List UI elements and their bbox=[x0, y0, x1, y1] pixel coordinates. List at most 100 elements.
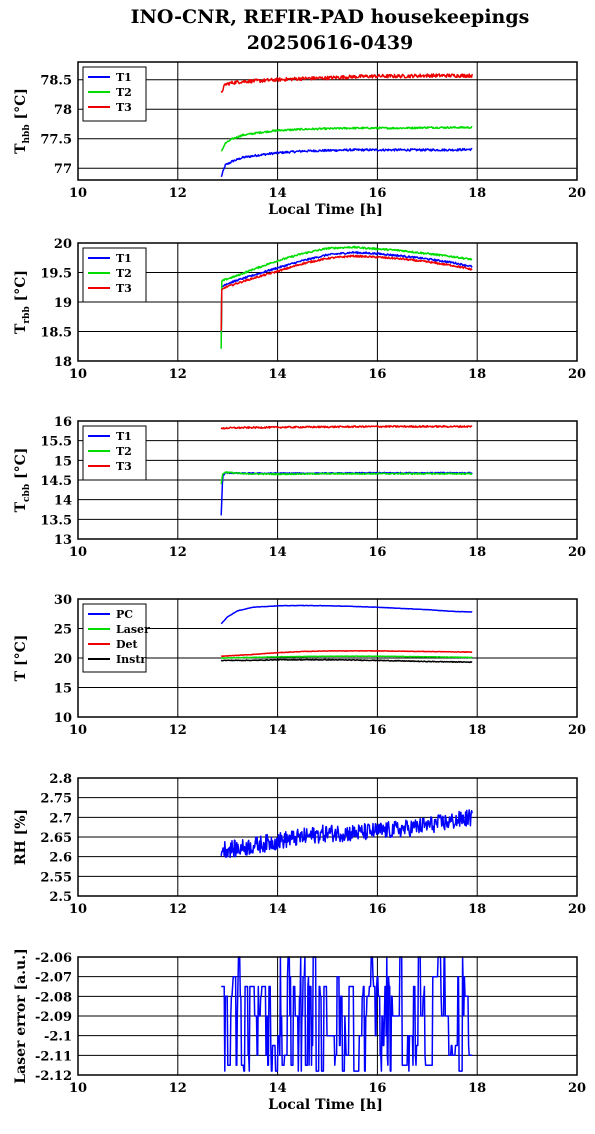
y-axis-label-subscript: rbb bbox=[22, 306, 32, 323]
x-tick-label: 18 bbox=[468, 367, 486, 382]
legend-label-t3: T3 bbox=[116, 101, 132, 114]
chart-panels: 10 12 14 16 18 20 77 77.5 78 78.5 Local Time [h] Th… bbox=[13, 61, 586, 1113]
y-tick-label: -2.06 bbox=[35, 951, 72, 966]
legend-label-t1: T1 bbox=[116, 71, 132, 84]
y-tick-label: 20 bbox=[54, 652, 72, 667]
figure-subtitle: 20250616-0439 bbox=[247, 32, 414, 54]
y-tick-label: 10 bbox=[54, 711, 72, 726]
x-tick-label: 14 bbox=[269, 545, 287, 560]
y-axis-label-unit: [°C] bbox=[13, 88, 29, 124]
x-tick-label: 14 bbox=[269, 902, 287, 917]
y-tick-label: 14 bbox=[54, 494, 72, 509]
y-axis-label: Trbb [°C] bbox=[13, 270, 32, 334]
y-tick-label: 16 bbox=[54, 415, 72, 430]
plot-frame bbox=[77, 956, 578, 1076]
y-tick-label: 78.5 bbox=[40, 74, 72, 89]
y-tick-label: 15.5 bbox=[40, 435, 72, 450]
series-line-pc bbox=[220, 604, 473, 625]
x-tick-label: 18 bbox=[468, 723, 486, 738]
series-line-det bbox=[220, 649, 473, 658]
legend: T1 T2 T3 bbox=[82, 66, 147, 122]
x-tick-label: 10 bbox=[69, 367, 87, 382]
y-tick-label: 2.6 bbox=[49, 851, 72, 866]
chart-panel-6: 10 12 14 16 18 20 -2.12 -2.11 -2.1 -2.09 -2.08 -2.0… bbox=[13, 948, 586, 1113]
series-line-t1 bbox=[220, 147, 473, 178]
y-axis-label-main: T [°C] bbox=[13, 635, 29, 682]
series-line-t3 bbox=[220, 424, 473, 430]
y-tick-label: 2.7 bbox=[49, 811, 72, 826]
x-axis-label: Local Time [h] bbox=[268, 1097, 383, 1113]
x-tick-label: 18 bbox=[468, 1081, 486, 1096]
x-tick-label: 14 bbox=[269, 723, 287, 738]
legend: T1 T2 T3 bbox=[82, 247, 147, 303]
plot-frame bbox=[77, 777, 578, 897]
chart-panel-3: 10 12 14 16 18 20 13 13.5 14 14.5 15 15.5 16 Tcbb [°C… bbox=[13, 415, 586, 560]
legend-box bbox=[82, 247, 147, 303]
x-tick-label: 16 bbox=[368, 367, 386, 382]
legend-label-t2: T2 bbox=[116, 445, 132, 458]
x-tick-label: 12 bbox=[169, 186, 187, 201]
legend-label-t2: T2 bbox=[116, 267, 132, 280]
y-tick-label: 77 bbox=[54, 162, 72, 177]
legend-label-det: Det bbox=[116, 638, 139, 651]
x-tick-label: 20 bbox=[568, 902, 586, 917]
y-axis-label: RH [%] bbox=[13, 809, 29, 865]
legend-box bbox=[82, 425, 147, 481]
x-tick-label: 16 bbox=[368, 545, 386, 560]
y-tick-label: -2.11 bbox=[35, 1049, 72, 1064]
x-tick-label: 18 bbox=[468, 186, 486, 201]
legend-label-pc: PC bbox=[116, 608, 133, 621]
y-axis-label-main: T bbox=[13, 143, 29, 154]
series-line-t2 bbox=[220, 245, 473, 349]
legend: PC Laser Det Instr bbox=[82, 603, 150, 673]
y-tick-label: -2.12 bbox=[35, 1069, 72, 1084]
series-line-t2 bbox=[220, 125, 473, 152]
y-tick-label: 2.55 bbox=[40, 870, 72, 885]
y-tick-label: 18 bbox=[54, 355, 72, 370]
series-line-t1 bbox=[220, 250, 473, 343]
legend-label-t1: T1 bbox=[116, 430, 132, 443]
x-tick-label: 16 bbox=[368, 1081, 386, 1096]
y-tick-label: -2.07 bbox=[35, 971, 72, 986]
y-axis-label-subscript: cbb bbox=[22, 484, 32, 502]
x-tick-label: 14 bbox=[269, 367, 287, 382]
x-tick-label: 20 bbox=[568, 545, 586, 560]
y-axis-label-main: T bbox=[13, 501, 29, 512]
y-tick-label: 2.5 bbox=[49, 890, 72, 905]
y-tick-label: 2.8 bbox=[49, 772, 72, 787]
y-axis-label-main: Laser error [a.u.] bbox=[13, 948, 29, 1083]
legend-label-t2: T2 bbox=[116, 86, 132, 99]
x-tick-label: 10 bbox=[69, 1081, 87, 1096]
x-tick-label: 12 bbox=[169, 1081, 187, 1096]
legend-box bbox=[82, 66, 147, 122]
figure-title: INO-CNR, REFIR-PAD housekeepings bbox=[131, 6, 530, 28]
x-tick-label: 12 bbox=[169, 545, 187, 560]
y-axis-label-main: T bbox=[13, 323, 29, 334]
x-tick-label: 20 bbox=[568, 723, 586, 738]
x-tick-label: 16 bbox=[368, 186, 386, 201]
series-line-instr bbox=[220, 658, 473, 664]
plot-frame bbox=[77, 598, 578, 718]
y-tick-label: 13.5 bbox=[40, 513, 72, 528]
y-tick-label: -2.08 bbox=[35, 990, 72, 1005]
series-line-t1 bbox=[220, 471, 473, 516]
x-tick-label: 20 bbox=[568, 186, 586, 201]
legend-box bbox=[82, 603, 147, 673]
chart-panel-4: 10 12 14 16 18 20 10 15 20 25 30 T [°C] PC Laser Det In… bbox=[13, 593, 586, 738]
chart-panel-1: 10 12 14 16 18 20 77 77.5 78 78.5 Local Time [h] Th… bbox=[13, 61, 586, 218]
legend-label-t3: T3 bbox=[116, 460, 132, 473]
y-tick-label: 13 bbox=[54, 533, 72, 548]
y-tick-label: 18.5 bbox=[40, 326, 72, 341]
y-tick-label: -2.09 bbox=[35, 1010, 72, 1025]
y-tick-label: 20 bbox=[54, 237, 72, 252]
chart-panel-5: 10 12 14 16 18 20 2.5 2.55 2.6 2.65 2.7 2.75 2.8 RH [… bbox=[13, 772, 586, 917]
y-tick-label: 2.65 bbox=[40, 831, 72, 846]
legend-label-t3: T3 bbox=[116, 282, 132, 295]
y-tick-label: -2.1 bbox=[44, 1030, 72, 1045]
plot-frame bbox=[77, 420, 578, 540]
y-tick-label: 78 bbox=[54, 103, 72, 118]
x-tick-label: 20 bbox=[568, 367, 586, 382]
y-axis-label-subscript: hbb bbox=[22, 124, 32, 143]
